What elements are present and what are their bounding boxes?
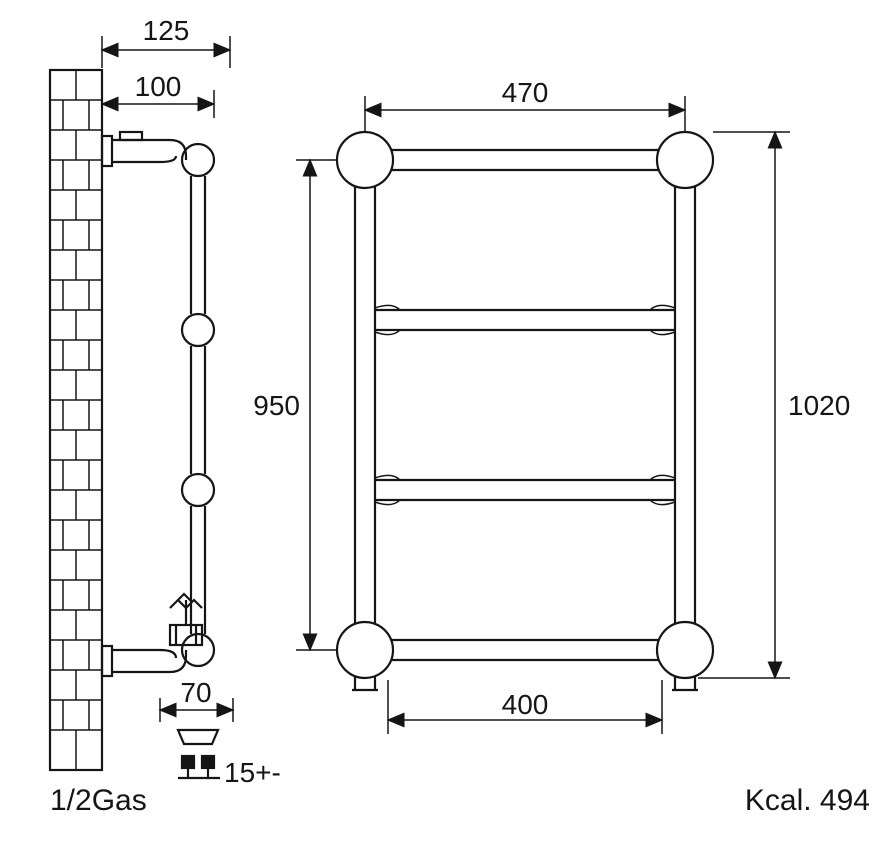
dim-950: 950 bbox=[253, 160, 337, 650]
valve bbox=[170, 594, 202, 645]
dim-470-text: 470 bbox=[502, 77, 549, 108]
fitting bbox=[178, 730, 220, 778]
ball-top-left bbox=[337, 132, 393, 188]
dimensions: 125 100 70 470 400 bbox=[102, 15, 850, 734]
tolerance-label: 15+- bbox=[224, 757, 281, 788]
ball-bot-left bbox=[337, 622, 393, 678]
dim-125-text: 125 bbox=[143, 15, 190, 46]
mid-bar-1 bbox=[375, 305, 675, 334]
dim-950-text: 950 bbox=[253, 390, 300, 421]
technical-drawing: 125 100 70 470 400 bbox=[0, 0, 896, 847]
kcal-label: Kcal. 494 bbox=[745, 784, 870, 817]
dim-400-text: 400 bbox=[502, 689, 549, 720]
dim-70-text: 70 bbox=[180, 677, 211, 708]
dim-1020-text: 1020 bbox=[788, 390, 850, 421]
side-tube bbox=[182, 144, 214, 666]
ball-bot-right bbox=[657, 622, 713, 678]
ball-top-right bbox=[657, 132, 713, 188]
gas-label: 1/2Gas bbox=[50, 784, 147, 817]
dim-470: 470 bbox=[365, 77, 685, 132]
dim-125: 125 bbox=[102, 15, 230, 68]
dim-400: 400 bbox=[388, 680, 662, 734]
dim-1020: 1020 bbox=[698, 132, 850, 678]
dim-70: 70 bbox=[160, 677, 233, 722]
front-view bbox=[337, 132, 713, 690]
dim-100-text: 100 bbox=[135, 71, 182, 102]
wall-bracket-bottom bbox=[102, 646, 186, 676]
dim-100: 100 bbox=[102, 71, 214, 118]
side-view bbox=[50, 70, 220, 778]
mid-bar-2 bbox=[375, 475, 675, 504]
wall-outline bbox=[50, 70, 102, 770]
wall-bracket-top bbox=[102, 132, 186, 166]
brick-hatch bbox=[50, 70, 102, 770]
